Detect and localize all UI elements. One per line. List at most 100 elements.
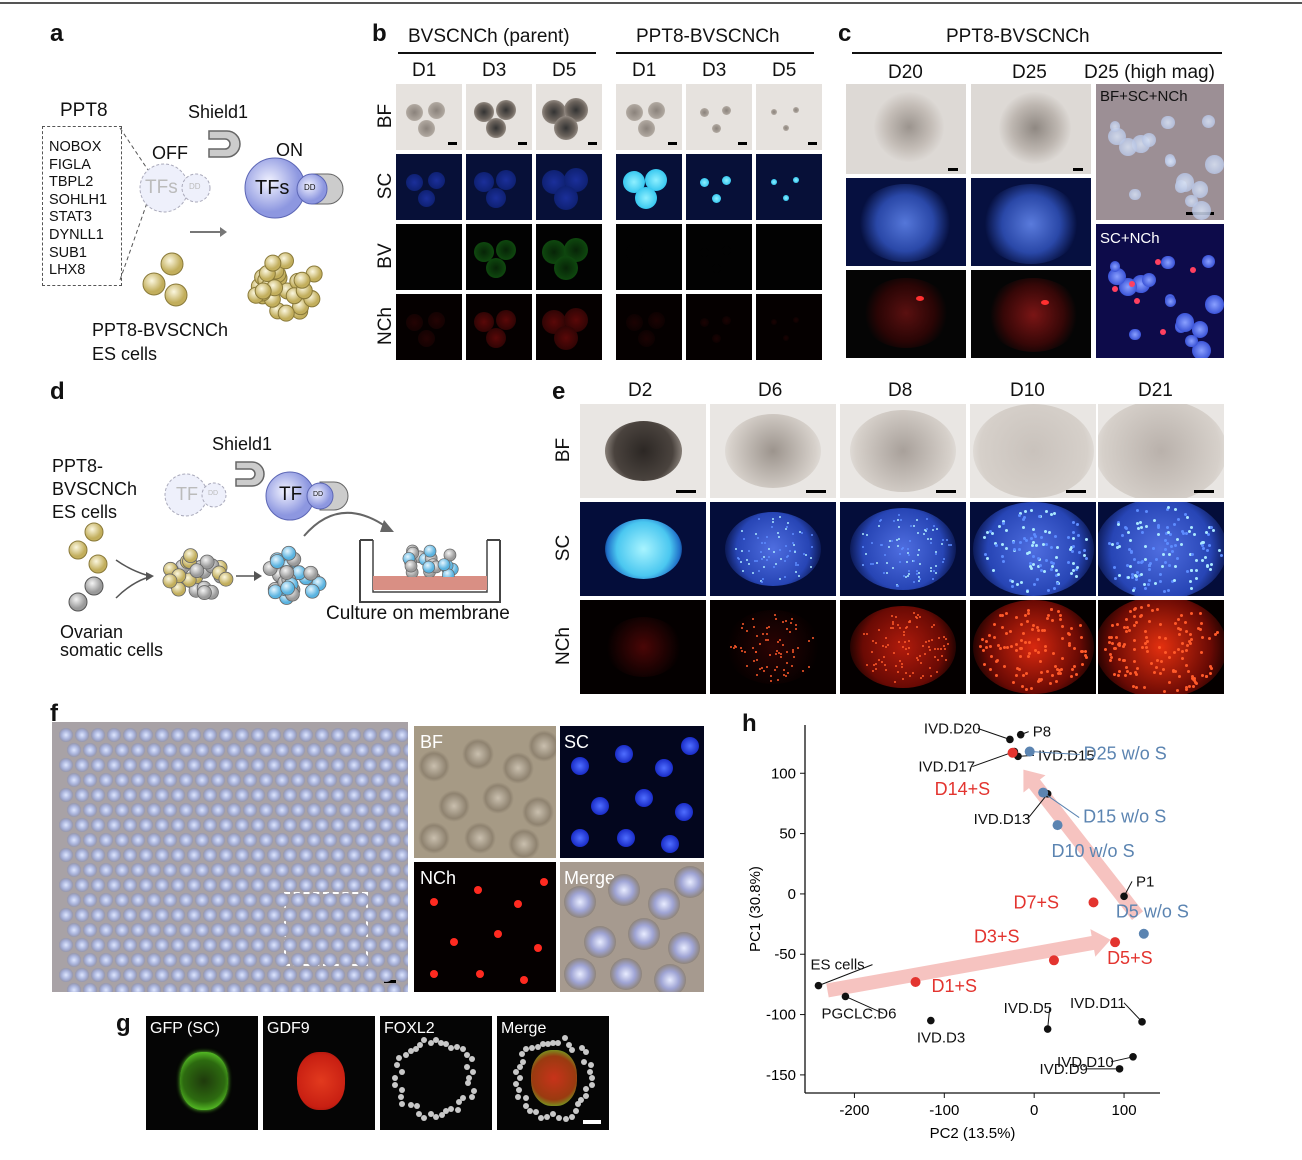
f-cell [211, 803, 226, 817]
g-granulosa [578, 1096, 585, 1103]
e-dot [1141, 559, 1145, 563]
f-cell [387, 803, 402, 817]
e-dot [1019, 623, 1023, 627]
f-inset-label-bf: BF [420, 732, 444, 752]
f-cell [107, 878, 122, 892]
b-image [536, 294, 602, 360]
f-cell [171, 818, 186, 832]
f-cell [163, 863, 178, 877]
b-image [686, 294, 752, 360]
e-dot [786, 662, 789, 664]
e-dot [874, 667, 877, 670]
c-cell [1205, 295, 1224, 314]
e-dot [1194, 682, 1198, 686]
g-granulosa [454, 1043, 461, 1050]
e-dot [795, 628, 798, 631]
e-dot [1173, 622, 1177, 626]
e-dot [915, 569, 918, 572]
e-blob [972, 404, 1094, 498]
e-dot [911, 672, 914, 675]
f-cell [371, 923, 386, 937]
g-granulosa [443, 1041, 450, 1048]
f-cell [275, 833, 290, 847]
e-dot [901, 646, 904, 649]
e-dot [1156, 523, 1160, 527]
e-dot [932, 525, 935, 528]
c-highmag-sc-nch: SC+NCh [1096, 224, 1224, 358]
g-granulosa [533, 1109, 540, 1116]
f-cell [331, 878, 346, 892]
e-dot [1140, 561, 1144, 565]
f-cell [179, 953, 194, 967]
e-dot [1029, 537, 1033, 541]
e-dot [788, 631, 791, 634]
e-dot [1205, 530, 1209, 534]
e-dot [929, 569, 932, 572]
e-blob [972, 502, 1094, 596]
e-dot [1161, 552, 1165, 556]
e-dot [1068, 641, 1072, 645]
f-cell [395, 968, 408, 982]
e-dot [875, 642, 878, 645]
e-dot [740, 561, 743, 564]
e-dot [1167, 531, 1171, 535]
g-granulosa [520, 1059, 527, 1065]
e-image [970, 600, 1096, 694]
e-dot [782, 674, 785, 677]
b-sphere [793, 107, 799, 113]
e-dot [1187, 530, 1191, 534]
b-sphere [699, 107, 709, 117]
f-cell [155, 938, 170, 952]
e-dot [1199, 621, 1203, 625]
f-merge-cell [628, 918, 660, 950]
f-merge-cell [610, 958, 642, 990]
b-image [396, 154, 462, 220]
e-dot [912, 580, 915, 583]
g-granulosa [407, 1048, 414, 1055]
e-dot [1039, 678, 1043, 681]
e-dot [1022, 517, 1026, 521]
e-dot [1204, 674, 1208, 678]
f-cell [187, 728, 202, 742]
e-dot [1150, 609, 1154, 613]
e-dot [915, 617, 918, 620]
f-cell [251, 878, 266, 892]
e-dot [1003, 645, 1007, 649]
f-cell [139, 938, 154, 952]
e-dot [785, 620, 788, 623]
f-cell [171, 758, 186, 772]
f-cell [363, 878, 378, 892]
e-dot [770, 675, 773, 678]
f-cell [195, 893, 210, 907]
f-inset-sc: SC [560, 726, 704, 858]
scale-bar [668, 142, 677, 145]
e-dot [746, 558, 749, 561]
g-granulosa [562, 1035, 569, 1042]
f-cell [251, 908, 266, 922]
data-point [1110, 937, 1121, 948]
e-dot [1024, 672, 1028, 676]
f-cell [299, 818, 314, 832]
e-dot [907, 548, 910, 551]
e-dot [1015, 648, 1019, 652]
e-dot [774, 653, 777, 656]
e-dot [1114, 577, 1118, 581]
e-dot [741, 549, 744, 552]
f-cell [339, 893, 354, 907]
e-dot [932, 528, 935, 531]
e-dot [928, 640, 931, 643]
b-sphere [721, 175, 731, 185]
b-sphere [486, 118, 506, 138]
e-dot [898, 660, 901, 663]
scale-bar [738, 142, 747, 145]
e-dot [1173, 565, 1177, 569]
e-dot [1109, 635, 1113, 639]
e-dot [1193, 678, 1197, 682]
e-dot [1190, 638, 1194, 642]
e-dot [861, 545, 864, 548]
f-nch-cell [534, 944, 542, 952]
e-dot [765, 535, 768, 538]
point-label: IVD.D20 [924, 720, 981, 737]
f-cell [115, 893, 130, 907]
f-cell [67, 773, 82, 787]
